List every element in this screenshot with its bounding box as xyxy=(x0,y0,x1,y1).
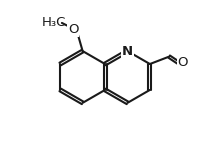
Text: O: O xyxy=(177,56,188,69)
Text: O: O xyxy=(68,23,78,36)
Text: H₃C: H₃C xyxy=(42,16,66,29)
Text: N: N xyxy=(122,45,133,58)
